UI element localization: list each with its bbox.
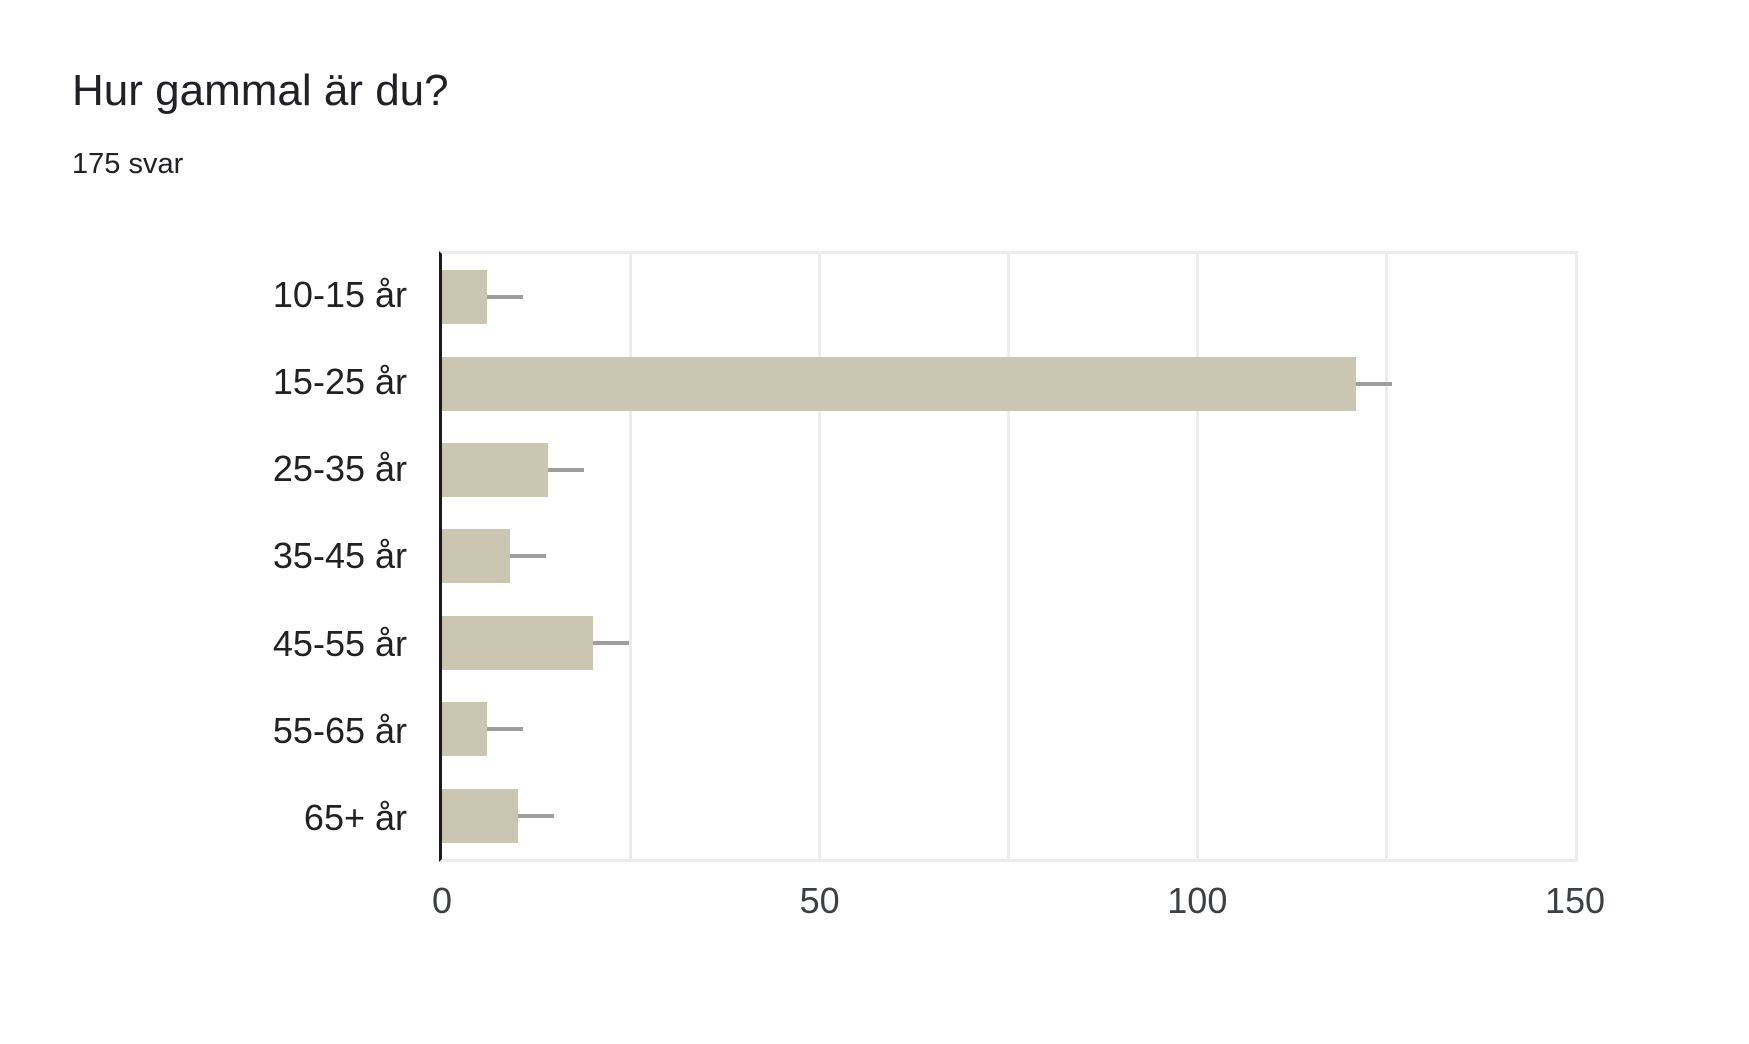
bar-25-35 år[interactable] <box>442 443 548 498</box>
bar-10-15 år[interactable] <box>442 270 488 325</box>
response-count: 175 svar <box>72 148 184 180</box>
gridline <box>1384 254 1388 859</box>
bar-35-45 år[interactable] <box>442 529 510 584</box>
category-label: 55-65 år <box>272 710 407 752</box>
x-tick-label: 50 <box>799 880 840 921</box>
category-label: 15-25 år <box>272 360 407 402</box>
bar-row <box>442 254 1575 340</box>
category-label: 10-15 år <box>272 273 407 315</box>
bar-row <box>442 340 1575 426</box>
category-axis-labels: 10-15 år 15-25 år 25-35 år 35-45 år 45-55 år… <box>0 251 407 862</box>
annotation-stem <box>487 295 524 300</box>
annotation-stem <box>547 468 584 473</box>
bar-row <box>442 686 1575 772</box>
bar-15-25 år[interactable] <box>442 356 1356 411</box>
gridline <box>629 254 633 859</box>
plot-area <box>439 251 1578 862</box>
annotation-stem <box>517 813 554 818</box>
bar-45-55 år[interactable] <box>442 615 594 670</box>
value-axis-labels: 0 50 100 150 <box>432 880 1605 926</box>
bar-row <box>442 513 1575 599</box>
bar-65+ år[interactable] <box>442 788 518 843</box>
annotation-stem <box>1355 381 1392 386</box>
gridline <box>1007 254 1010 859</box>
category-label: 65+ år <box>303 797 407 839</box>
x-tick-label: 0 <box>431 880 453 921</box>
x-tick-label: 150 <box>1544 880 1606 921</box>
bar-row <box>442 427 1575 513</box>
bar-row <box>442 600 1575 686</box>
question-title: Hur gammal är du? <box>72 66 449 115</box>
annotation-stem <box>509 554 546 559</box>
category-label: 45-55 år <box>272 622 407 664</box>
x-tick-label: 100 <box>1167 880 1228 921</box>
category-label: 25-35 år <box>272 448 407 490</box>
gridline <box>1195 254 1199 859</box>
annotation-stem <box>593 640 630 645</box>
category-label: 35-45 år <box>272 535 407 577</box>
gridline <box>818 254 822 859</box>
bar-55-65 år[interactable] <box>442 702 488 757</box>
annotation-stem <box>487 727 524 732</box>
bar-row <box>442 773 1575 859</box>
